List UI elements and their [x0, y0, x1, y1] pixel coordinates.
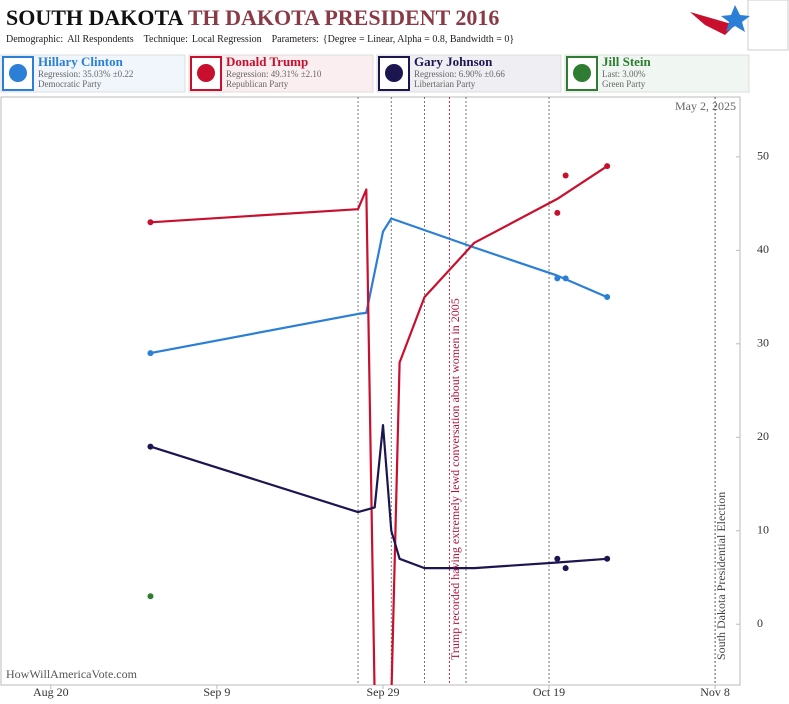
annotation-text: Trump recorded having extremely lewd con… — [448, 298, 462, 660]
title: SOUTH DAKOTA TH DAKOTA PRESIDENT 2016 — [6, 5, 499, 30]
trend-line — [150, 165, 608, 685]
logo-star — [721, 5, 750, 32]
poll-dot — [562, 275, 569, 282]
trend-line — [150, 424, 608, 570]
poll-dot — [604, 163, 611, 170]
title-main: SOUTH DAKOTA — [6, 5, 184, 30]
subtitle-item: Parameters: {Degree = Linear, Alpha = 0.8… — [272, 34, 515, 45]
legend-party: Libertarian Party — [414, 79, 476, 89]
y-tick-label: 40 — [757, 242, 769, 256]
legend-party: Green Party — [602, 79, 646, 89]
subtitle-value: {Degree = Linear, Alpha = 0.8, Bandwidth… — [323, 34, 514, 45]
x-tick-label: Sep 29 — [366, 685, 399, 699]
annotation-text: South Dakota Presidential Election — [714, 492, 728, 660]
logo — [690, 12, 735, 35]
y-tick-label: 50 — [757, 149, 769, 163]
y-tick-label: 30 — [757, 336, 769, 350]
poll-dot — [604, 294, 611, 301]
subtitle-item: Technique: Local Regression — [144, 34, 262, 45]
legend-name: Donald Trump — [226, 54, 308, 69]
poll-dot — [554, 275, 561, 282]
subtitle-label: Demographic: — [6, 34, 63, 45]
x-tick-label: Sep 9 — [203, 685, 230, 699]
subtitle: Demographic: All Respondents Technique: Loc… — [6, 34, 514, 45]
subtitle-value: All Respondents — [67, 34, 133, 45]
legend-stat: Regression: 6.90% ±0.66 — [414, 69, 505, 79]
source: HowWillAmericaVote.com — [6, 667, 138, 681]
date-stamp: May 2, 2025 — [675, 99, 736, 113]
title-rest: TH DAKOTA PRESIDENT 2016 — [188, 5, 500, 30]
subtitle-label: Technique: — [144, 34, 188, 45]
subtitle-item: Demographic: All Respondents — [6, 34, 134, 45]
legend-stat: Last: 3.00% — [602, 69, 646, 79]
poll-dot — [147, 593, 154, 600]
legend-icon-mark — [9, 64, 27, 82]
x-tick-label: Aug 20 — [33, 685, 69, 699]
plot-frame — [0, 96, 741, 686]
plot — [147, 97, 716, 685]
subtitle-label: Parameters: — [272, 34, 319, 45]
trend-line — [150, 217, 608, 355]
poll-dot — [147, 443, 154, 450]
y-tick-label: 0 — [757, 616, 763, 630]
poll-dot — [562, 172, 569, 179]
logo-box — [747, 0, 789, 51]
poll-dot — [147, 219, 154, 226]
legend-icon-mark — [197, 64, 215, 82]
legend-party: Democratic Party — [38, 79, 102, 89]
x-tick-label: Oct 19 — [533, 685, 565, 699]
legend-party: Republican Party — [226, 79, 289, 89]
legend-stat: Regression: 35.03% ±0.22 — [38, 69, 133, 79]
legend-stat: Regression: 49.31% ±2.10 — [226, 69, 322, 79]
legend-icon — [566, 56, 598, 91]
poll-dot — [562, 565, 569, 572]
legend-name: Gary Johnson — [414, 54, 493, 69]
legend-icon-mark — [573, 64, 591, 82]
x-tick-label: Nov 8 — [700, 685, 730, 699]
poll-dot — [147, 350, 154, 357]
legend-name: Hillary Clinton — [38, 54, 124, 69]
y-tick-label: 20 — [757, 429, 769, 443]
legend-name: Jill Stein — [602, 54, 652, 69]
poll-dot — [554, 555, 561, 562]
legend-icon — [2, 56, 34, 91]
poll-dot — [554, 209, 561, 216]
poll-dot — [604, 555, 611, 562]
y-tick-label: 10 — [757, 523, 769, 537]
legend-icon-mark — [385, 64, 403, 82]
subtitle-value: Local Regression — [192, 34, 262, 45]
